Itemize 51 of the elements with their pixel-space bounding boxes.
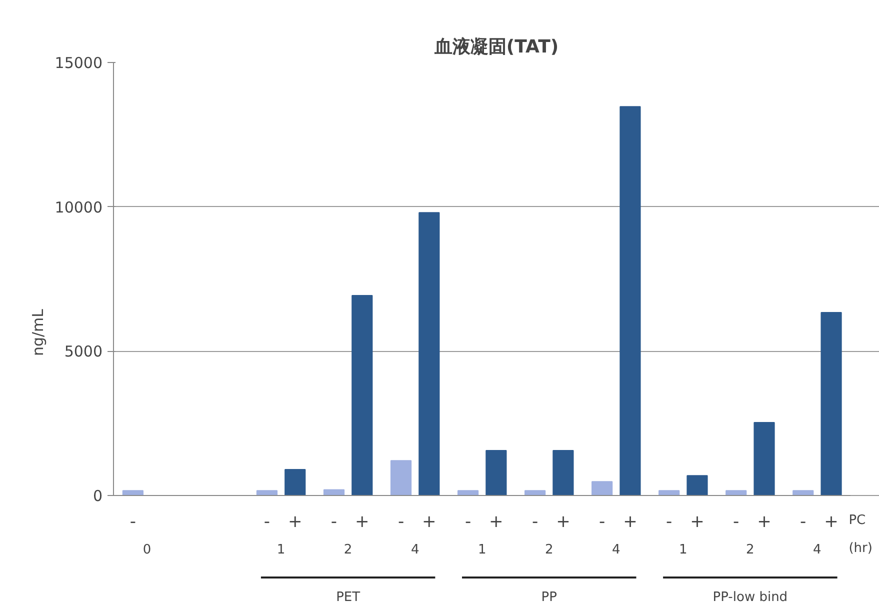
- series-label: +: [288, 512, 302, 532]
- text: -: [330, 512, 338, 532]
- bar: [390, 460, 412, 496]
- bar: [352, 294, 373, 496]
- x-tick-label: 1: [679, 542, 688, 558]
- bar: [820, 312, 842, 496]
- text: +: [690, 512, 704, 532]
- text: PP: [541, 590, 558, 605]
- bar: [284, 469, 306, 496]
- text: +: [422, 512, 436, 532]
- x-tick-label: 1: [276, 542, 286, 558]
- bar: [620, 106, 641, 496]
- text: +: [489, 512, 504, 532]
- text: -: [733, 512, 740, 532]
- text: PP-low bind: [712, 590, 788, 605]
- bar: [754, 422, 775, 496]
- x-tick-label: 0: [142, 542, 152, 558]
- bar: [552, 450, 574, 496]
- text: +: [824, 512, 838, 532]
- series-label: -: [130, 512, 136, 532]
- text: -: [264, 512, 270, 532]
- bar: [592, 481, 613, 496]
- bar: [418, 212, 440, 496]
- y-tick-label: 15000: [54, 54, 102, 72]
- text: PET: [336, 590, 360, 605]
- y-axis-title: ng/mL: [28, 308, 47, 356]
- x-tick-label: 1: [478, 542, 486, 558]
- text: +: [556, 512, 570, 532]
- text: PC: [848, 513, 866, 528]
- text: -: [464, 512, 472, 532]
- text: +: [757, 512, 772, 532]
- x-tick-label: 2: [344, 542, 352, 558]
- y-tick-label: 0: [92, 487, 103, 505]
- x-tick-label: 4: [612, 542, 620, 558]
- text: -: [666, 512, 672, 532]
- chart-title: 血液凝固(TAT): [433, 36, 559, 58]
- text: -: [532, 512, 538, 532]
- bar: [686, 475, 708, 496]
- text: -: [398, 512, 404, 532]
- text: (hr): [848, 541, 872, 556]
- x-tick-label: 2: [544, 542, 554, 558]
- y-tick-label: 10000: [54, 198, 102, 216]
- x-tick-label: 2: [746, 542, 754, 558]
- bar: [486, 450, 507, 496]
- y-tick-label: 5000: [64, 342, 103, 361]
- text: +: [355, 512, 370, 532]
- text: +: [623, 512, 638, 532]
- x-tick-label: 4: [410, 542, 420, 558]
- x-tick-label: 4: [813, 542, 822, 558]
- text: -: [800, 512, 806, 532]
- text: -: [599, 512, 606, 532]
